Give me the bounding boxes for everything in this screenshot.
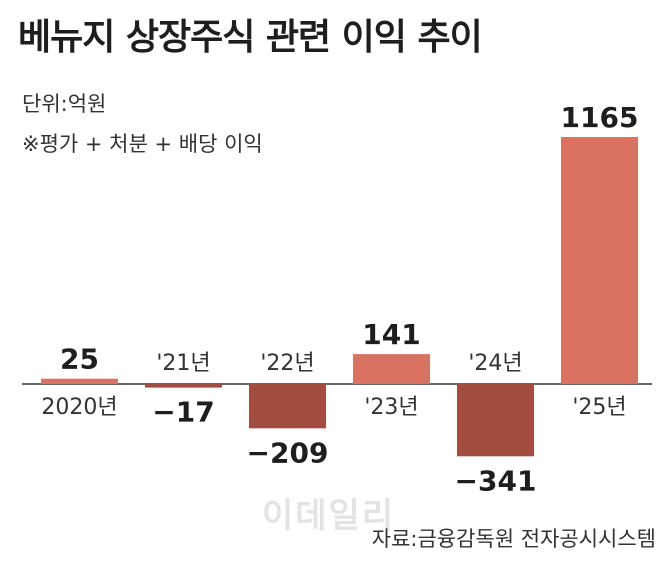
bar-1: [145, 384, 222, 388]
bar-4: [457, 384, 534, 457]
category-label-4: '24년: [468, 351, 522, 376]
value-label-3: 141: [362, 318, 420, 351]
category-label-2: '22년: [260, 351, 314, 376]
category-label-5: '25년: [572, 395, 626, 420]
category-label-3: '23년: [364, 395, 418, 420]
unit-label: 단위:억원: [22, 92, 107, 116]
category-label-1: '21년: [156, 351, 210, 376]
bar-2: [249, 384, 326, 429]
bar-3: [353, 354, 430, 384]
value-label-4: −341: [455, 464, 537, 497]
value-label-5: 1165: [561, 101, 639, 134]
watermark-logo: 이데일리: [262, 496, 396, 536]
source-label: 자료:금융감독원 전자공시시스템: [371, 527, 656, 551]
chart-note: ※평가 + 처분 + 배당 이익: [22, 132, 263, 156]
category-label-0: 2020년: [41, 395, 117, 420]
value-label-1: −17: [152, 396, 214, 429]
bar-5: [561, 137, 638, 384]
bar-0: [41, 378, 118, 384]
value-label-2: −209: [247, 436, 329, 469]
chart-title: 베뉴지 상장주식 관련 이익 추이: [18, 17, 483, 58]
value-label-0: 25: [60, 343, 99, 376]
